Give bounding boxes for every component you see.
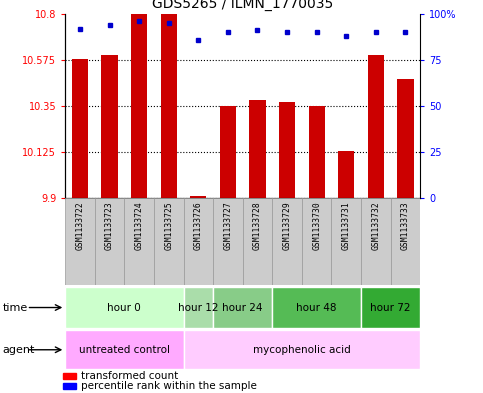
FancyBboxPatch shape xyxy=(331,198,361,285)
Text: GSM1133727: GSM1133727 xyxy=(224,201,232,250)
Text: hour 12: hour 12 xyxy=(178,303,219,312)
FancyBboxPatch shape xyxy=(361,198,391,285)
FancyBboxPatch shape xyxy=(242,198,272,285)
Text: agent: agent xyxy=(2,345,35,355)
FancyBboxPatch shape xyxy=(65,287,184,328)
Bar xyxy=(249,100,266,198)
FancyBboxPatch shape xyxy=(65,198,95,285)
Bar xyxy=(101,55,118,198)
FancyBboxPatch shape xyxy=(184,330,420,369)
Bar xyxy=(131,14,147,198)
Bar xyxy=(338,151,355,198)
Text: GSM1133731: GSM1133731 xyxy=(342,201,351,250)
Text: time: time xyxy=(2,303,28,312)
Bar xyxy=(220,106,236,198)
Bar xyxy=(63,383,76,389)
Text: GSM1133733: GSM1133733 xyxy=(401,201,410,250)
Bar xyxy=(63,373,76,379)
FancyBboxPatch shape xyxy=(154,198,184,285)
FancyBboxPatch shape xyxy=(184,287,213,328)
FancyBboxPatch shape xyxy=(272,198,302,285)
Title: GDS5265 / ILMN_1770035: GDS5265 / ILMN_1770035 xyxy=(152,0,333,11)
Text: transformed count: transformed count xyxy=(81,371,178,381)
Text: untreated control: untreated control xyxy=(79,345,170,355)
Bar xyxy=(398,79,413,198)
Text: GSM1133725: GSM1133725 xyxy=(164,201,173,250)
Text: mycophenolic acid: mycophenolic acid xyxy=(253,345,351,355)
Text: GSM1133730: GSM1133730 xyxy=(312,201,321,250)
Text: GSM1133722: GSM1133722 xyxy=(75,201,85,250)
Text: GSM1133732: GSM1133732 xyxy=(371,201,380,250)
Text: hour 48: hour 48 xyxy=(297,303,337,312)
Text: hour 72: hour 72 xyxy=(370,303,411,312)
Text: GSM1133723: GSM1133723 xyxy=(105,201,114,250)
FancyBboxPatch shape xyxy=(95,198,125,285)
Bar xyxy=(368,55,384,198)
Text: hour 0: hour 0 xyxy=(108,303,141,312)
Bar xyxy=(309,106,325,198)
Text: hour 24: hour 24 xyxy=(223,303,263,312)
Text: GSM1133726: GSM1133726 xyxy=(194,201,203,250)
FancyBboxPatch shape xyxy=(361,287,420,328)
FancyBboxPatch shape xyxy=(272,287,361,328)
FancyBboxPatch shape xyxy=(213,198,242,285)
Text: GSM1133724: GSM1133724 xyxy=(135,201,143,250)
Bar xyxy=(161,14,177,198)
Text: percentile rank within the sample: percentile rank within the sample xyxy=(81,381,257,391)
Bar xyxy=(72,59,88,198)
FancyBboxPatch shape xyxy=(391,198,420,285)
Bar xyxy=(190,196,206,198)
Text: GSM1133729: GSM1133729 xyxy=(283,201,292,250)
FancyBboxPatch shape xyxy=(213,287,272,328)
Bar xyxy=(279,102,295,198)
FancyBboxPatch shape xyxy=(184,198,213,285)
FancyBboxPatch shape xyxy=(125,198,154,285)
FancyBboxPatch shape xyxy=(302,198,331,285)
Text: GSM1133728: GSM1133728 xyxy=(253,201,262,250)
FancyBboxPatch shape xyxy=(65,330,184,369)
